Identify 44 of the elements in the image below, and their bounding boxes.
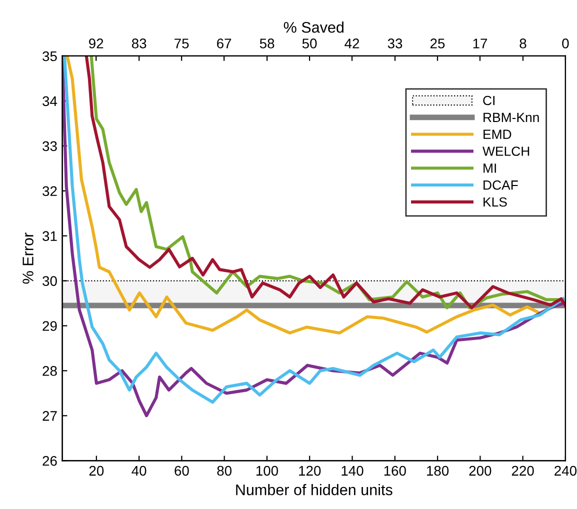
x2-tick-label: 8 [520, 38, 526, 48]
x-tick-label: 220 [512, 466, 534, 476]
x-tick-label: 140 [342, 466, 364, 476]
x-tick-label: 80 [217, 466, 232, 476]
legend-label: MI [484, 164, 496, 173]
y-tick-label: 26 [42, 456, 57, 466]
y-tick-label: 27 [42, 411, 57, 421]
x-tick-label: 100 [256, 466, 278, 476]
x2-tick-label: 25 [430, 38, 445, 48]
x2-tick-label: 33 [388, 38, 402, 48]
x2-tick-label: 83 [132, 38, 146, 48]
y-tick-label: 32 [42, 186, 57, 196]
legend-label: DCAF [484, 180, 518, 190]
y-tick-label: 33 [42, 141, 57, 152]
x-axis-title: Number of hidden units [236, 484, 392, 496]
y-tick-label: 29 [42, 321, 57, 331]
y-tick-label: 34 [42, 96, 58, 106]
x-tick-label: 200 [469, 466, 492, 476]
y-tick-label: 31 [42, 231, 57, 242]
x2-tick-label: 58 [260, 38, 274, 48]
legend-label: KLS [484, 197, 507, 207]
x-tick-label: 180 [427, 466, 449, 476]
legend-label: WELCH [482, 146, 530, 156]
x2-tick-label: 42 [344, 38, 360, 48]
y-axis-title: % Error [22, 232, 34, 284]
x-tick-label: 160 [384, 466, 406, 476]
y-tick-label: 30 [42, 276, 57, 286]
legend-label: RBM-Knn [484, 112, 539, 122]
x2-axis-title: % Saved [284, 22, 344, 33]
x2-tick-label: 92 [89, 38, 104, 48]
x2-tick-label: 50 [302, 38, 317, 48]
x2-tick-label: 67 [217, 38, 232, 48]
y-tick-label: 35 [42, 51, 57, 62]
x-tick-label: 120 [299, 466, 321, 476]
x-tick-label: 40 [132, 466, 146, 476]
x-tick-label: 60 [174, 466, 189, 476]
x2-tick-label: 17 [473, 38, 488, 48]
legend-label: CI [483, 96, 494, 106]
x2-tick-label: 75 [174, 38, 189, 48]
x2-tick-label: 0 [562, 38, 569, 48]
y-tick-label: 28 [42, 366, 57, 376]
x-tick-label: 20 [89, 466, 104, 476]
x-tick-label: 240 [554, 466, 577, 476]
legend-label: EMD [484, 130, 512, 139]
